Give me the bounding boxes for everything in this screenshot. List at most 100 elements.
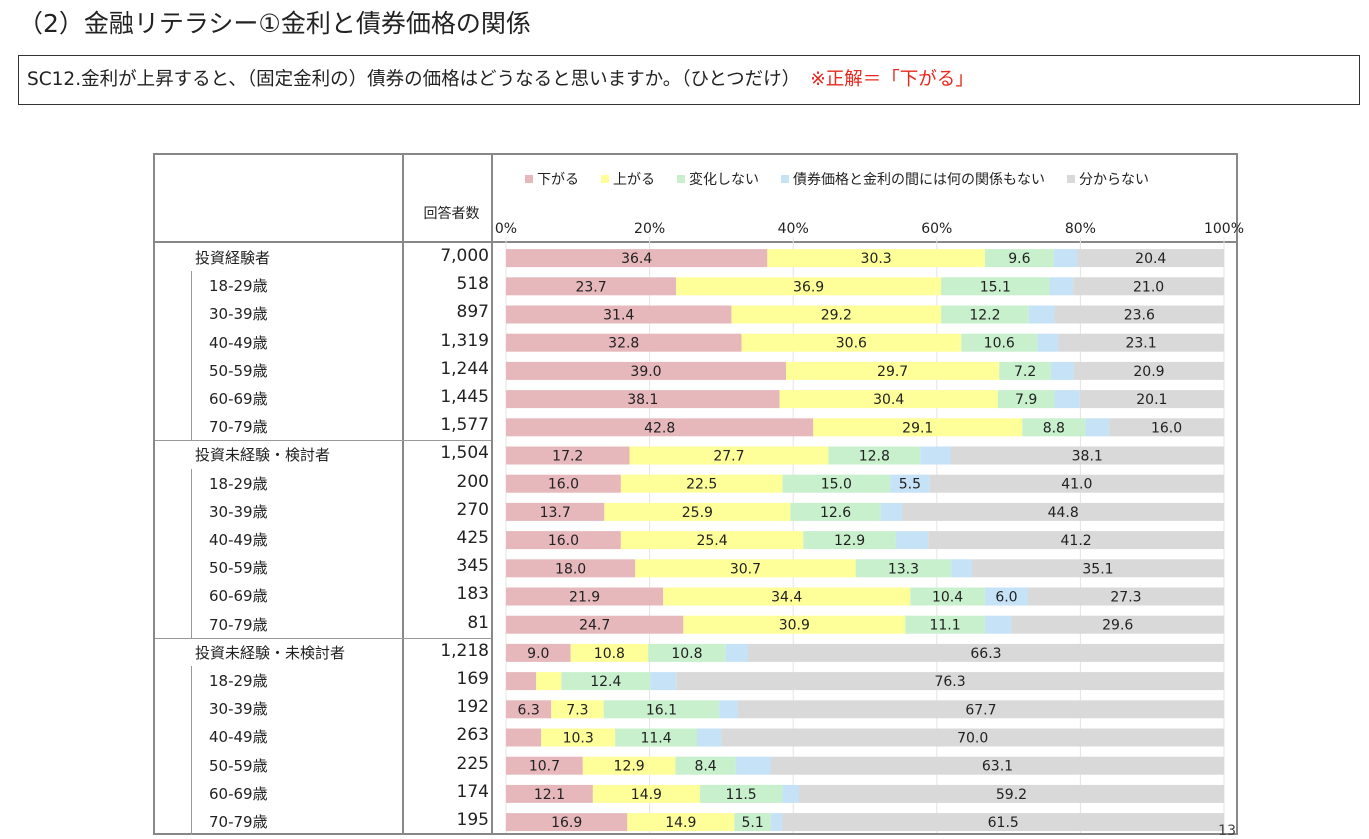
- bar-segment: [828, 446, 921, 465]
- age-label: 18-29歳: [209, 474, 268, 493]
- bar-value-label: 5.1: [741, 815, 763, 831]
- bar-segment: [506, 531, 621, 550]
- bar-segment: [506, 446, 630, 465]
- bar-segment: [627, 813, 735, 832]
- respondent-count: 1,218: [440, 640, 489, 661]
- x-tick-label: 60%: [921, 221, 953, 237]
- bar-value-label: 16.9: [551, 815, 582, 831]
- bar-value-label: 13.7: [540, 505, 571, 521]
- respondent-count: 81: [467, 612, 489, 633]
- bar-value-label: 8.8: [1043, 420, 1065, 436]
- age-label: 40-49歳: [209, 333, 268, 352]
- bar-value-label: 16.0: [548, 533, 579, 549]
- bar-value-label: 10.8: [594, 646, 625, 662]
- bar-value-label: 6.3: [517, 702, 539, 718]
- bar-segment: [506, 700, 552, 719]
- bar-value-label: 12.1: [534, 787, 565, 803]
- bar-value-label: 63.1: [982, 759, 1013, 775]
- bar-value-label: 10.6: [984, 336, 1015, 352]
- bar-segment: [604, 502, 791, 521]
- bar-segment: [603, 700, 720, 719]
- respondents-header: 回答者数: [423, 206, 480, 222]
- bar-segment: [683, 615, 906, 634]
- bar-value-label: 8.4: [694, 759, 716, 775]
- bar-segment: [506, 672, 537, 691]
- bar-value-label: 30.9: [779, 618, 810, 634]
- question-box: SC12.金利が上昇すると、（固定金利の）債券の価格はどうなると思いますか。（ひ…: [18, 55, 1360, 105]
- legend-item: 上がる: [601, 169, 655, 189]
- x-tick-label: 80%: [1064, 221, 1096, 237]
- bar-segment: [813, 418, 1023, 437]
- bar-segment: [1073, 361, 1224, 380]
- bar-segment: [551, 700, 604, 719]
- bar-segment: [767, 249, 985, 268]
- respondent-count: 183: [456, 584, 489, 605]
- bar-segment: [1053, 249, 1078, 268]
- bar-segment: [984, 587, 1028, 606]
- bar-value-label: 22.5: [686, 477, 717, 493]
- bar-segment: [731, 305, 942, 324]
- bar-segment: [506, 784, 593, 803]
- bar-segment: [890, 474, 930, 493]
- bar-value-label: 38.1: [1072, 449, 1103, 465]
- subgroup-indent-line: [191, 468, 192, 638]
- bar-value-label: 21.9: [569, 590, 600, 606]
- bar-segment: [719, 700, 738, 719]
- legend-swatch: [601, 175, 609, 183]
- bar-value-label: 27.3: [1110, 590, 1141, 606]
- bar-segment: [676, 672, 1224, 691]
- respondent-count: 225: [456, 753, 489, 774]
- bar-segment: [1054, 390, 1080, 409]
- age-label: 30-39歳: [209, 502, 268, 521]
- bar-value-label: 10.8: [671, 646, 702, 662]
- legend-item: 分からない: [1067, 169, 1149, 189]
- bar-segment: [1079, 390, 1224, 409]
- bar-value-label: 18.0: [555, 561, 586, 577]
- bar-value-label: 16.0: [1151, 420, 1182, 436]
- x-tick-label: 20%: [634, 221, 666, 237]
- bar-value-label: 67.7: [965, 702, 996, 718]
- respondent-count: 1,244: [440, 358, 489, 379]
- bar-segment: [582, 756, 676, 775]
- correct-answer-note: ※正解＝「下がる」: [810, 69, 974, 90]
- bar-value-label: 7.2: [1014, 364, 1036, 380]
- respondent-count: 174: [456, 781, 489, 802]
- bar-segment: [675, 756, 736, 775]
- bar-segment: [620, 474, 783, 493]
- bar-value-label: 12.4: [590, 674, 621, 690]
- legend-swatch: [1067, 175, 1075, 183]
- bar-value-label: 15.0: [821, 477, 852, 493]
- bar-segment: [1027, 587, 1224, 606]
- bar-value-label: 70.0: [957, 731, 988, 747]
- legend-item: 変化しない: [677, 169, 759, 189]
- respondent-count: 1,504: [440, 443, 489, 464]
- bar-segment: [696, 728, 722, 747]
- bar-segment: [786, 361, 1000, 380]
- age-label: 30-39歳: [209, 305, 268, 324]
- bar-value-label: 59.2: [996, 787, 1027, 803]
- bar-segment: [506, 728, 542, 747]
- bar-segment: [941, 305, 1029, 324]
- results-table: 回答者数 下がる 上がる 変化しない 債券価格と金利の間には何の関係もない 分からない …: [153, 153, 1244, 839]
- bar-segment: [1037, 333, 1059, 352]
- bar-segment: [905, 615, 985, 634]
- bar-segment: [737, 700, 1224, 719]
- bar-value-label: 10.4: [932, 590, 963, 606]
- bar-value-label: 9.0: [527, 646, 549, 662]
- bar-value-label: 41.0: [1061, 477, 1092, 493]
- bar-value-label: 42.8: [644, 420, 675, 436]
- bar-segment: [1085, 418, 1110, 437]
- x-tick-label: 0%: [494, 221, 518, 237]
- respondent-count: 169: [456, 669, 489, 689]
- bar-segment: [506, 756, 583, 775]
- bar-segment: [506, 502, 605, 521]
- bar-value-label: 44.8: [1048, 505, 1079, 521]
- legend-item: 債券価格と金利の間には何の関係もない: [781, 169, 1045, 189]
- bar-value-label: 34.4: [771, 590, 802, 606]
- bar-segment: [734, 813, 771, 832]
- bar-segment: [506, 559, 636, 578]
- bar-segment: [676, 277, 942, 296]
- bar-value-label: 14.9: [631, 787, 662, 803]
- legend-swatch: [781, 175, 789, 183]
- bar-segment: [506, 305, 732, 324]
